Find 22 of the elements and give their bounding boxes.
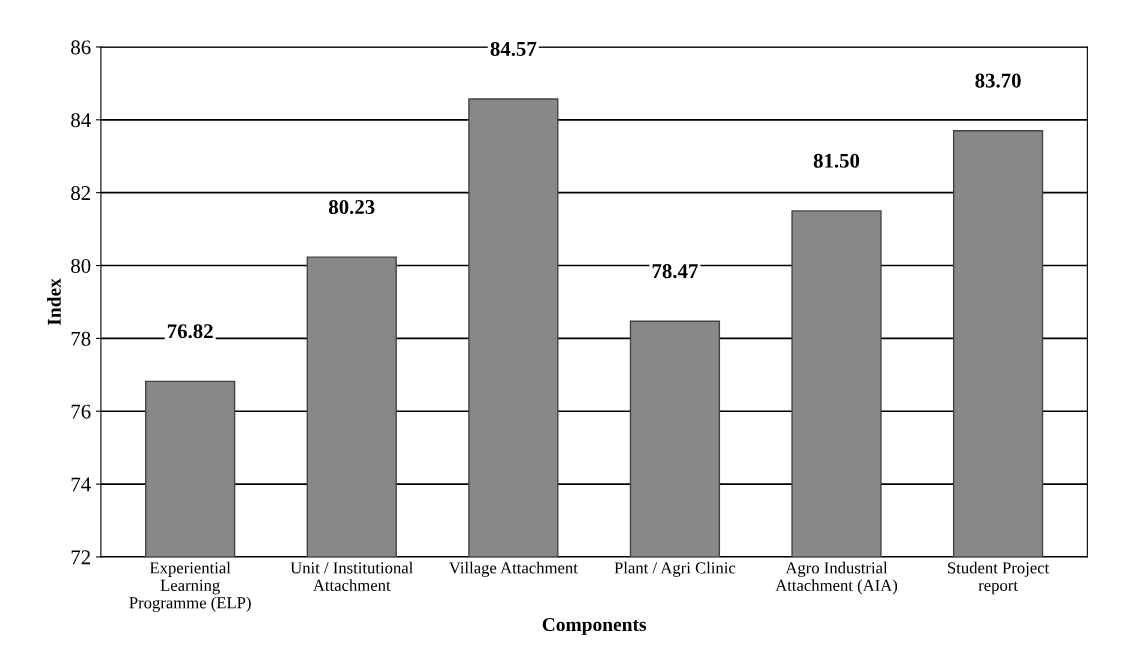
y-tick-label: 82 [71,186,91,201]
y-tick-label: 84 [71,113,91,128]
data-label: 80.23 [329,199,375,215]
y-tick-label: 72 [71,550,91,565]
x-tick-label: Unit / Institutional Attachment [290,561,413,591]
y-tick-label: 76 [71,404,91,419]
y-tick-label: 74 [71,477,91,492]
x-axis-title: Components [542,618,647,636]
data-label: 84.57 [490,41,537,57]
data-label: 83.70 [975,73,1021,88]
data-label: 78.47 [652,264,698,279]
y-tick-label: 78 [71,331,91,346]
y-axis-title: Index [47,278,61,326]
x-tick-label: Experiential Learning Programme (ELP) [129,561,251,612]
x-tick-label: Plant / Agri Clinic [614,561,736,577]
data-label: 81.50 [813,153,860,168]
x-tick-label: Village Attachment [448,561,578,577]
x-tick-label: Agro Industrial Attachment (AIA) [775,561,898,595]
data-label: 76.82 [167,324,213,339]
y-tick-label: 80 [71,258,91,273]
y-tick-label: 86 [71,40,91,55]
x-tick-label: Student Project report [948,561,1050,595]
